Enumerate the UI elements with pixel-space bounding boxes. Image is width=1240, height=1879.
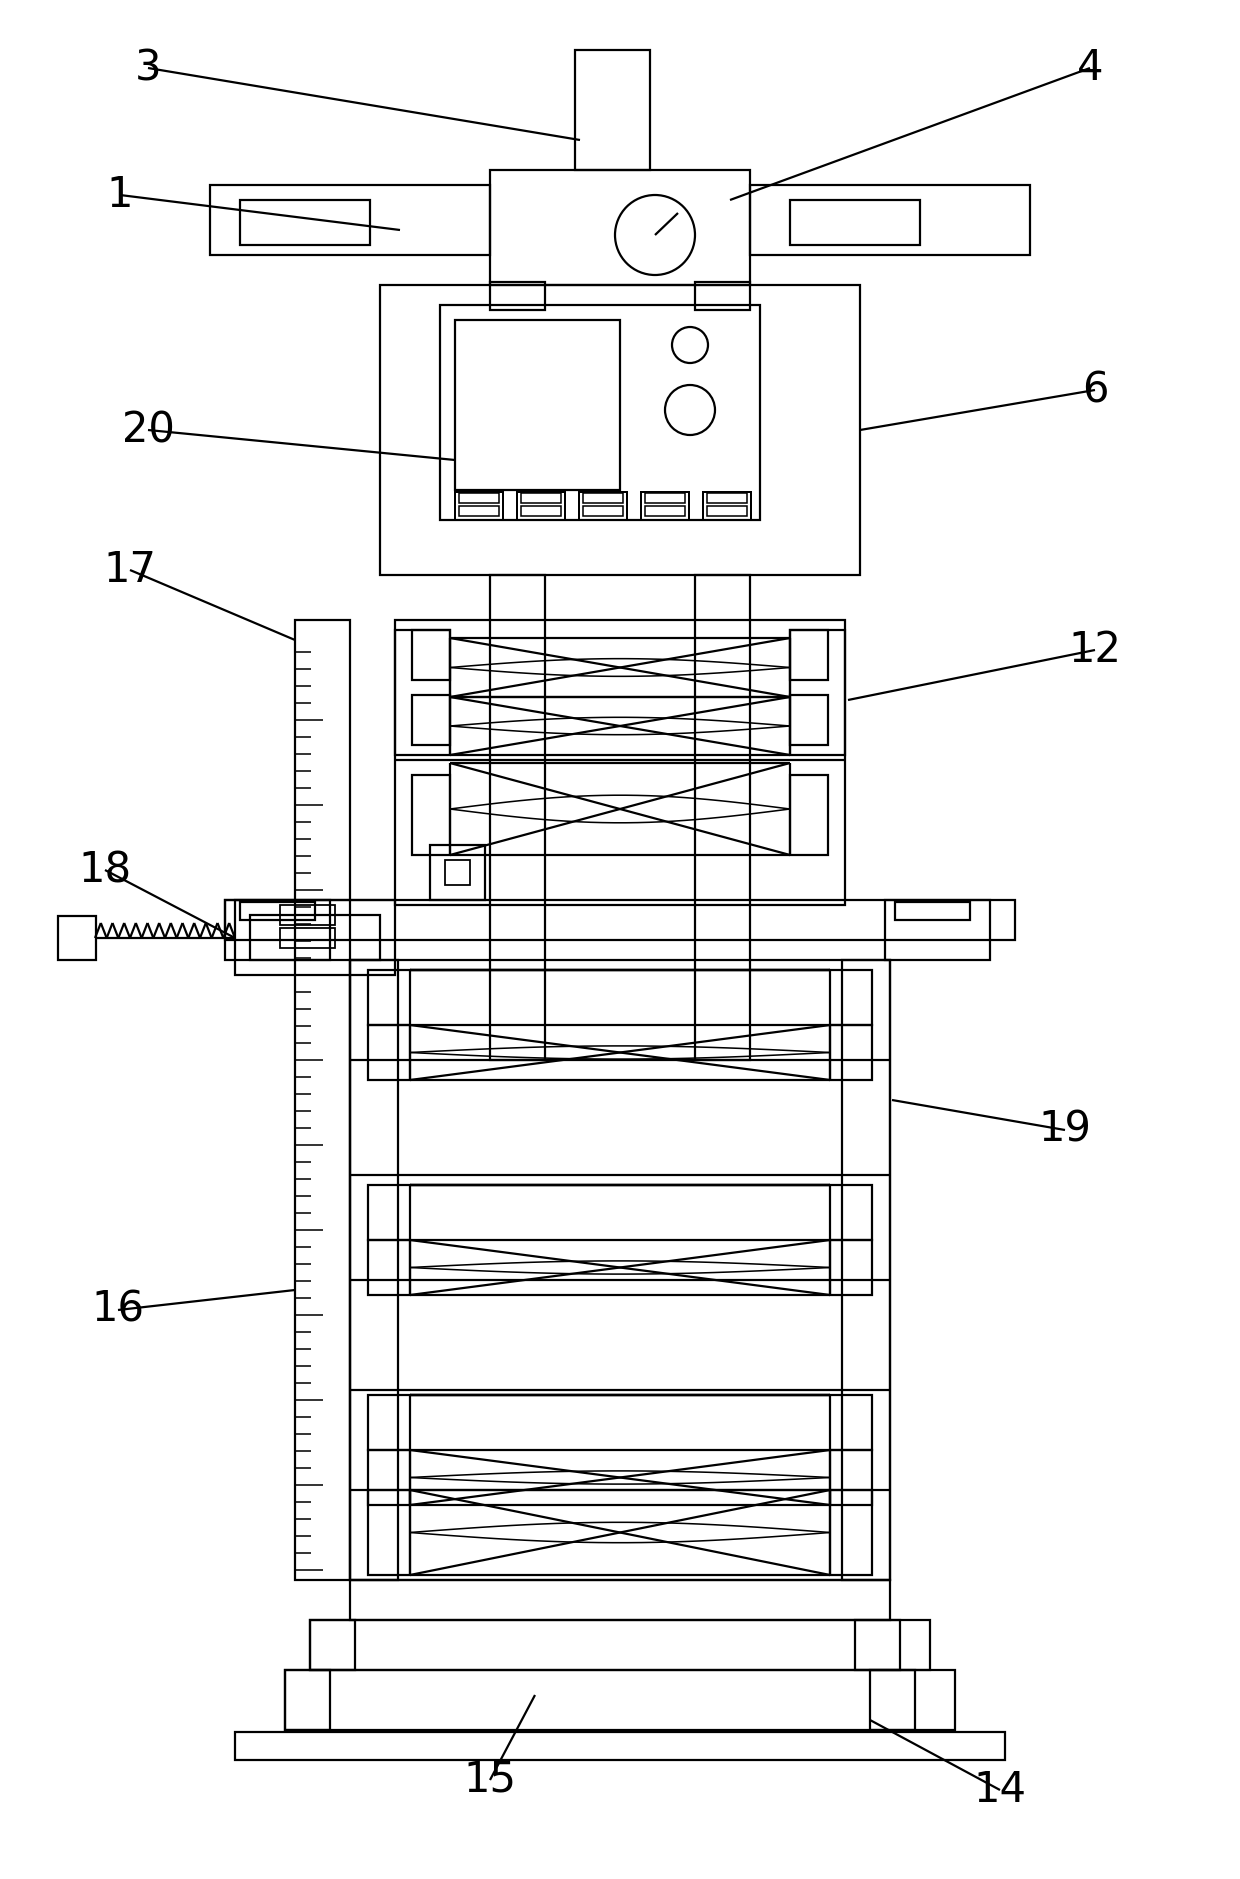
Bar <box>445 861 470 885</box>
Bar <box>455 492 503 520</box>
Bar <box>285 1670 330 1731</box>
Text: 18: 18 <box>78 849 131 891</box>
Text: 19: 19 <box>1039 1109 1091 1152</box>
Bar <box>885 900 990 960</box>
Bar <box>707 492 746 504</box>
Bar <box>575 51 650 169</box>
Bar <box>236 900 396 975</box>
Bar <box>368 1026 410 1080</box>
Bar <box>350 960 398 1580</box>
Bar <box>694 575 750 1060</box>
Bar <box>790 695 828 744</box>
Bar <box>579 492 627 520</box>
Bar <box>842 960 890 1580</box>
Bar <box>310 1620 930 1670</box>
Text: 1: 1 <box>107 175 133 216</box>
Text: 12: 12 <box>1069 629 1121 671</box>
Bar <box>490 282 546 310</box>
Bar <box>412 774 450 855</box>
Bar <box>830 970 872 1026</box>
Bar <box>368 1490 410 1575</box>
Bar <box>310 1620 355 1670</box>
Text: 17: 17 <box>104 549 156 592</box>
Bar <box>241 902 315 921</box>
Text: 4: 4 <box>1076 47 1104 88</box>
Bar <box>368 1240 410 1295</box>
Text: 3: 3 <box>135 47 161 88</box>
Bar <box>412 629 450 680</box>
Text: 6: 6 <box>1081 368 1109 412</box>
Bar <box>285 1670 955 1731</box>
Bar <box>280 928 335 949</box>
Bar <box>224 900 1016 940</box>
Bar <box>241 199 370 244</box>
Bar <box>707 505 746 517</box>
Bar <box>396 629 450 755</box>
Bar <box>396 620 844 906</box>
Bar <box>645 492 684 504</box>
Bar <box>210 184 490 256</box>
Bar <box>830 1451 872 1505</box>
Bar <box>790 774 828 855</box>
Bar <box>517 492 565 520</box>
Bar <box>521 505 560 517</box>
Bar <box>490 169 750 286</box>
Bar <box>750 184 1030 256</box>
Bar <box>830 1186 872 1240</box>
Bar <box>641 492 689 520</box>
Bar <box>295 620 350 1580</box>
Bar <box>368 1451 410 1505</box>
Bar <box>790 629 844 755</box>
Bar <box>830 1394 872 1451</box>
Bar <box>521 492 560 504</box>
Bar <box>583 492 622 504</box>
Bar <box>490 575 546 1060</box>
Bar <box>379 286 861 575</box>
Bar <box>459 505 498 517</box>
Bar <box>280 906 335 924</box>
Bar <box>58 915 95 960</box>
Bar <box>856 1620 900 1670</box>
Text: 16: 16 <box>92 1289 145 1330</box>
Bar <box>459 492 498 504</box>
Bar <box>455 319 620 490</box>
Bar <box>350 960 890 1580</box>
Bar <box>368 1186 410 1240</box>
Bar <box>368 970 410 1026</box>
Bar <box>790 629 828 680</box>
Bar <box>703 492 751 520</box>
Bar <box>368 1394 410 1451</box>
Bar <box>870 1670 915 1731</box>
Bar <box>830 1026 872 1080</box>
Bar <box>830 1240 872 1295</box>
Bar <box>236 1732 1004 1761</box>
Bar <box>224 900 330 960</box>
Text: 20: 20 <box>122 410 175 451</box>
Bar <box>645 505 684 517</box>
Bar <box>250 915 379 960</box>
Text: 14: 14 <box>973 1768 1027 1811</box>
Bar <box>694 282 750 310</box>
Bar <box>583 505 622 517</box>
Bar <box>430 846 485 900</box>
Bar <box>350 1580 890 1620</box>
Bar <box>830 1490 872 1575</box>
Bar <box>440 304 760 520</box>
Bar <box>895 902 970 921</box>
Bar <box>790 199 920 244</box>
Text: 15: 15 <box>464 1759 517 1800</box>
Bar <box>412 695 450 744</box>
